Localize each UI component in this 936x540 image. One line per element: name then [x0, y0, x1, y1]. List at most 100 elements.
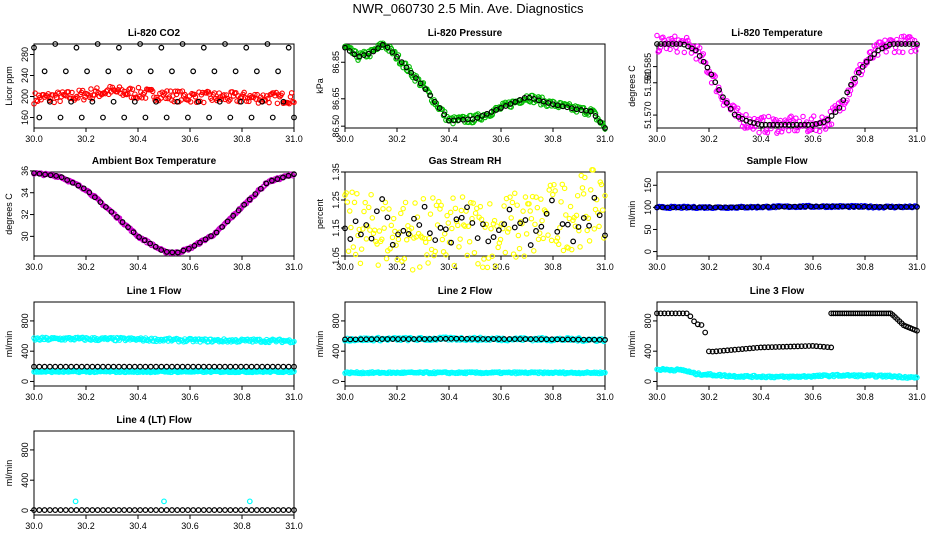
data-point — [754, 344, 760, 351]
data-point — [770, 121, 777, 128]
data-point — [675, 204, 682, 211]
data-point — [523, 231, 530, 237]
data-point — [750, 345, 757, 351]
data-point — [274, 100, 281, 107]
x-tick-label: 30.6 — [804, 392, 822, 402]
x-tick-label: 30.6 — [181, 521, 199, 531]
data-point — [179, 363, 186, 370]
data-point — [47, 507, 53, 513]
series-line2-cyan-low — [342, 369, 608, 377]
chart-title: Line 4 (LT) Flow — [116, 415, 192, 426]
data-point — [370, 48, 377, 55]
data-point — [673, 44, 679, 51]
chart-title: Li-820 Pressure — [427, 28, 503, 39]
data-point — [349, 189, 355, 195]
data-point — [184, 114, 191, 121]
data-point — [52, 41, 59, 47]
data-point — [738, 113, 745, 119]
data-point — [794, 127, 800, 134]
data-point — [179, 41, 186, 47]
data-point — [350, 244, 357, 250]
y-axis-label: kPa — [315, 78, 325, 94]
data-point — [448, 239, 455, 246]
data-point — [573, 212, 580, 219]
data-point — [406, 64, 412, 70]
y-tick-label: 0 — [643, 249, 653, 254]
data-point — [383, 255, 390, 262]
data-point — [365, 50, 372, 57]
chart-title: Gas Stream RH — [428, 156, 502, 167]
data-point — [495, 244, 501, 251]
data-point — [169, 507, 175, 513]
x-tick-label: 30.0 — [336, 262, 354, 272]
data-point — [863, 58, 870, 65]
data-point — [388, 222, 395, 229]
data-point — [498, 221, 505, 227]
data-point — [110, 363, 117, 370]
data-point — [121, 114, 128, 121]
data-point — [31, 507, 37, 513]
data-point — [908, 204, 915, 210]
data-point — [441, 108, 448, 115]
data-point — [483, 110, 490, 117]
data-point — [517, 97, 523, 103]
data-point — [192, 94, 199, 100]
data-point — [389, 336, 396, 342]
data-point — [407, 67, 414, 73]
data-point — [50, 92, 56, 98]
data-point — [381, 225, 387, 231]
data-point — [733, 204, 740, 211]
data-point — [801, 121, 808, 128]
data-point — [521, 253, 528, 259]
data-point — [417, 80, 424, 87]
data-point — [158, 507, 165, 513]
data-point — [412, 200, 418, 206]
data-point — [586, 222, 592, 229]
data-point — [94, 507, 101, 513]
data-point — [408, 69, 415, 76]
data-point — [891, 49, 898, 56]
y-tick-label: 34 — [20, 188, 30, 198]
data-point — [789, 121, 796, 128]
data-point — [495, 336, 502, 342]
data-point — [342, 225, 348, 232]
data-point — [481, 256, 487, 262]
data-point — [432, 248, 438, 255]
chart-title: Li-820 Temperature — [731, 28, 823, 39]
data-point — [708, 71, 715, 78]
data-point — [158, 44, 165, 51]
data-point — [89, 363, 96, 370]
data-point — [430, 370, 436, 377]
page-title: NWR_060730 2.5 Min. Ave. Diagnostics — [352, 1, 584, 16]
data-point — [347, 236, 354, 242]
data-point — [232, 507, 239, 513]
data-point — [115, 363, 122, 370]
data-point — [206, 114, 213, 121]
data-point — [420, 196, 427, 202]
data-point — [782, 121, 788, 128]
data-point — [527, 242, 534, 248]
y-tick-label: 51.580 — [643, 69, 653, 97]
data-point — [809, 343, 816, 349]
y-tick-label: 32 — [20, 210, 30, 220]
data-point — [174, 507, 181, 513]
data-point — [288, 369, 295, 376]
data-point — [57, 114, 64, 121]
data-point — [416, 222, 423, 228]
data-point — [177, 88, 183, 95]
data-point — [765, 113, 772, 120]
data-point — [529, 193, 536, 200]
data-point — [758, 121, 765, 128]
data-point — [669, 41, 676, 47]
data-point — [852, 79, 859, 85]
data-point — [511, 224, 518, 231]
data-point — [105, 507, 112, 513]
data-point — [533, 228, 539, 234]
data-point — [137, 363, 144, 370]
data-point — [432, 336, 439, 342]
data-point — [661, 41, 668, 47]
data-point — [543, 210, 550, 217]
series-line3-black-a — [654, 310, 835, 355]
series-co2-black — [31, 41, 297, 121]
y-tick-label: 51.570 — [643, 101, 653, 129]
